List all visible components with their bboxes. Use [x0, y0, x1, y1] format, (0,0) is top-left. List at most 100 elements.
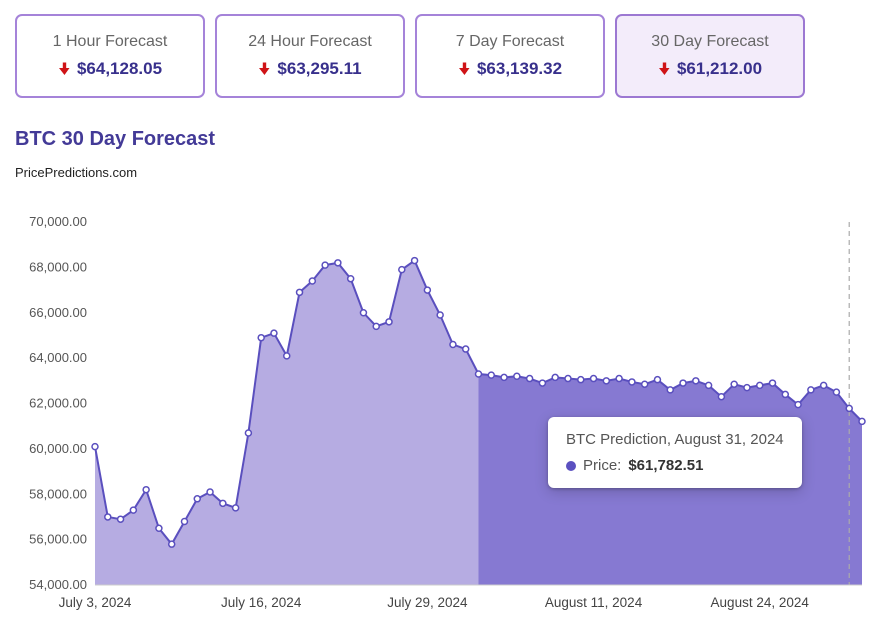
y-axis-tick-label: 66,000.00 — [29, 305, 87, 320]
data-point-marker[interactable] — [321, 261, 329, 269]
data-point-marker[interactable] — [180, 517, 189, 526]
card-price: $61,212.00 — [658, 59, 762, 79]
data-point-marker[interactable] — [116, 515, 125, 523]
tooltip-title: BTC Prediction, August 31, 2024 — [566, 431, 784, 448]
data-point-marker[interactable] — [807, 386, 815, 394]
data-point-marker[interactable] — [423, 286, 432, 294]
data-point-marker[interactable] — [589, 374, 598, 383]
data-point-marker[interactable] — [768, 379, 777, 387]
card-1-hour-forecast[interactable]: 1 Hour Forecast $64,128.05 — [15, 14, 205, 98]
data-point-marker[interactable] — [525, 374, 534, 383]
data-point-marker[interactable] — [334, 259, 342, 267]
data-point-marker[interactable] — [858, 417, 866, 426]
data-point-marker[interactable] — [564, 374, 572, 383]
data-point-marker[interactable] — [372, 322, 380, 331]
x-axis-tick-label: July 3, 2024 — [59, 595, 132, 610]
data-point-marker[interactable] — [704, 381, 713, 390]
y-axis-tick-label: 62,000.00 — [29, 396, 87, 411]
data-point-marker[interactable] — [91, 442, 99, 451]
card-price: $63,139.32 — [458, 59, 562, 79]
data-point-marker[interactable] — [551, 373, 559, 382]
down-arrow-icon — [259, 62, 270, 75]
card-price-value: $61,212.00 — [676, 59, 763, 78]
data-point-marker[interactable] — [474, 370, 483, 378]
history-area — [95, 260, 479, 585]
data-point-marker[interactable] — [692, 377, 700, 385]
data-point-marker[interactable] — [193, 495, 202, 503]
card-label: 30 Day Forecast — [651, 33, 769, 50]
data-point-marker[interactable] — [410, 256, 419, 265]
card-price: $63,295.11 — [258, 59, 362, 79]
data-point-marker[interactable] — [628, 378, 636, 386]
data-point-marker[interactable] — [206, 488, 214, 496]
data-point-marker[interactable] — [129, 506, 138, 514]
data-point-marker[interactable] — [500, 373, 508, 382]
data-point-marker[interactable] — [270, 329, 278, 337]
data-point-marker[interactable] — [743, 383, 751, 392]
data-point-marker[interactable] — [449, 340, 457, 349]
forecast-cards: 1 Hour Forecast $64,128.05 24 Hour Forec… — [15, 14, 805, 98]
data-point-marker[interactable] — [717, 392, 726, 401]
forecast-chart[interactable]: 54,000.00 56,000.00 58,000.00 60,000.00 62,0… — [0, 205, 871, 623]
card-label: 1 Hour Forecast — [52, 33, 168, 50]
data-point-marker[interactable] — [167, 540, 176, 548]
tooltip-price-value: $61,782.51 — [628, 457, 704, 474]
card-price-value: $63,139.32 — [476, 59, 563, 78]
data-point-marker[interactable] — [640, 380, 649, 388]
data-point-marker[interactable] — [346, 274, 355, 283]
series-dot-icon — [566, 460, 576, 471]
card-label: 7 Day Forecast — [455, 33, 565, 50]
down-arrow-icon — [458, 62, 470, 75]
page-subtitle: PricePredictions.com — [15, 165, 138, 180]
card-label: 24 Hour Forecast — [248, 33, 372, 50]
data-point-marker[interactable] — [819, 381, 828, 390]
data-point-marker[interactable] — [538, 379, 547, 387]
data-point-marker[interactable] — [295, 288, 304, 297]
data-point-marker[interactable] — [385, 318, 393, 326]
y-axis-tick-label: 58,000.00 — [29, 486, 87, 501]
y-axis-tick-label: 70,000.00 — [29, 214, 87, 229]
y-axis-tick-label: 60,000.00 — [29, 441, 87, 456]
data-point-marker[interactable] — [244, 429, 253, 437]
data-point-marker[interactable] — [615, 374, 623, 383]
data-point-marker[interactable] — [142, 485, 150, 494]
card-price: $64,128.05 — [58, 59, 162, 79]
data-point-marker[interactable] — [730, 380, 738, 388]
data-point-marker[interactable] — [231, 504, 240, 512]
chart-area: 54,000.00 56,000.00 58,000.00 60,000.00 62,0… — [0, 205, 871, 623]
data-point-marker[interactable] — [359, 309, 368, 317]
data-point-marker[interactable] — [308, 277, 317, 285]
data-point-marker[interactable] — [436, 311, 444, 319]
y-axis-tick-label: 64,000.00 — [29, 350, 87, 365]
card-price-value: $63,295.11 — [277, 59, 362, 78]
data-point-marker[interactable] — [104, 513, 112, 521]
data-point-marker[interactable] — [679, 379, 687, 387]
card-30-day-forecast[interactable]: 30 Day Forecast $61,212.00 — [615, 14, 805, 98]
page-title: BTC 30 Day Forecast — [15, 128, 216, 150]
data-point-marker[interactable] — [602, 377, 611, 385]
y-axis-tick-label: 68,000.00 — [29, 259, 87, 274]
data-point-marker[interactable] — [487, 371, 496, 379]
data-point-marker[interactable] — [513, 372, 521, 381]
data-point-marker[interactable] — [461, 345, 470, 353]
data-point-marker[interactable] — [219, 499, 227, 508]
data-point-marker[interactable] — [283, 352, 291, 360]
down-arrow-icon — [58, 62, 70, 75]
data-point-marker[interactable] — [794, 400, 802, 409]
data-point-marker[interactable] — [155, 524, 163, 533]
x-axis-tick-label: July 29, 2024 — [387, 595, 468, 610]
data-point-marker[interactable] — [577, 375, 585, 384]
data-point-marker[interactable] — [845, 404, 853, 413]
data-point-marker[interactable] — [257, 333, 265, 342]
data-point-marker[interactable] — [398, 265, 406, 274]
data-point-marker[interactable] — [755, 381, 764, 390]
data-point-marker[interactable] — [832, 388, 841, 396]
card-7-day-forecast[interactable]: 7 Day Forecast $63,139.32 — [415, 14, 605, 98]
x-axis-tick-label: August 24, 2024 — [711, 595, 810, 610]
card-price-value: $64,128.05 — [76, 59, 163, 78]
data-point-marker[interactable] — [781, 390, 790, 399]
data-point-marker[interactable] — [666, 386, 674, 394]
y-axis-tick-label: 56,000.00 — [29, 532, 87, 547]
card-24-hour-forecast[interactable]: 24 Hour Forecast $63,295.11 — [215, 14, 405, 98]
data-point-marker[interactable] — [653, 375, 662, 384]
